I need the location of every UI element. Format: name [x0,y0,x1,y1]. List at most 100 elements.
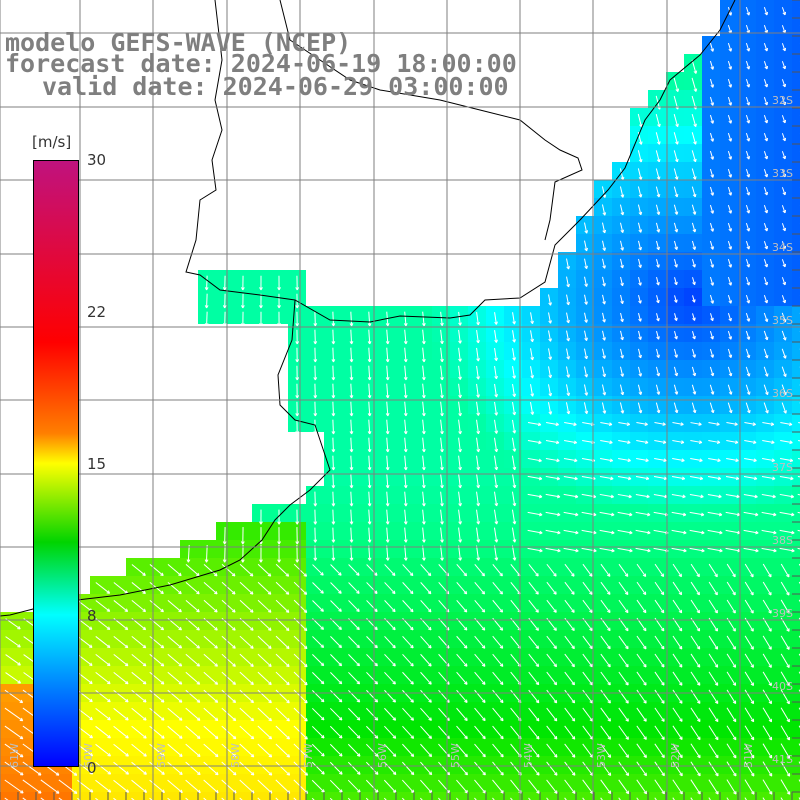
direction-arrow [149,564,164,577]
direction-arrow [240,311,245,327]
direction-arrow [564,653,575,668]
direction-arrow [512,366,517,379]
direction-arrow [403,527,408,543]
direction-arrow [420,761,433,776]
direction-arrow [403,473,408,489]
direction-arrow [781,169,787,178]
direction-arrow [530,312,534,325]
direction-arrow [546,421,559,427]
direction-arrow [349,545,354,561]
direction-arrow [781,133,787,142]
direction-arrow [511,455,517,471]
direction-arrow [781,402,787,414]
direction-arrow [331,419,336,435]
direction-arrow [149,761,165,775]
direction-arrow [476,473,481,489]
direction-arrow [671,511,687,517]
direction-arrow [564,671,575,686]
direction-arrow [744,440,757,445]
speed-cell [792,378,800,396]
direction-arrow [58,779,78,794]
direction-arrow [240,293,245,309]
direction-arrow [618,635,629,650]
direction-arrow [422,473,426,489]
direction-arrow [727,348,733,358]
direction-arrow [403,311,408,327]
direction-arrow [725,493,740,499]
direction-arrow [528,653,540,668]
speed-cell [342,792,360,800]
direction-arrow [492,635,504,649]
direction-arrow [221,743,237,758]
direction-arrow [781,61,787,70]
direction-arrow [422,347,426,363]
speed-cell [594,792,612,800]
direction-arrow [763,169,769,178]
direction-arrow [494,455,499,471]
direction-arrow [366,671,378,685]
direction-arrow [239,653,254,667]
direction-arrow [762,779,773,795]
direction-arrow [654,689,665,704]
direction-arrow [726,635,736,650]
direction-arrow [402,600,414,613]
direction-arrow [330,689,343,703]
direction-arrow [584,258,588,270]
direction-arrow [422,491,426,507]
direction-arrow [636,743,647,758]
direction-arrow [636,779,648,795]
direction-arrow [331,329,336,345]
direction-arrow [546,581,557,595]
longitude-label: 56W [376,743,389,768]
direction-arrow [422,509,426,525]
direction-arrow [440,419,444,435]
direction-arrow [546,707,558,722]
direction-arrow [420,564,432,577]
direction-arrow [222,527,227,545]
direction-arrow [564,422,577,427]
direction-arrow [295,275,300,291]
direction-arrow [331,347,336,363]
direction-arrow [221,599,236,613]
direction-arrow [493,545,499,561]
direction-arrow [420,725,432,739]
direction-arrow [600,599,611,614]
direction-arrow [527,529,543,535]
direction-arrow [655,240,660,251]
speed-cell [792,414,800,432]
speed-cell [234,792,252,800]
speed-cell [432,792,450,800]
direction-arrow [456,671,468,685]
direction-arrow [95,707,111,721]
direction-arrow [708,761,719,777]
direction-arrow [583,366,589,378]
direction-arrow [348,600,360,613]
direction-arrow [708,779,719,795]
direction-arrow [744,458,757,463]
direction-arrow [726,779,737,795]
direction-arrow [583,384,589,396]
direction-arrow [582,707,594,722]
direction-arrow [131,761,147,775]
direction-arrow [458,383,462,399]
direction-arrow [331,527,336,543]
direction-arrow [313,347,318,363]
direction-arrow [763,241,769,250]
direction-arrow [383,761,397,775]
direction-arrow [620,312,624,323]
direction-arrow [745,312,751,322]
direction-arrow [420,582,432,595]
direction-arrow [691,186,697,198]
direction-arrow [149,671,165,685]
direction-arrow [654,707,665,722]
direction-arrow [528,725,540,740]
speed-cell [792,558,800,576]
direction-arrow [582,635,593,650]
direction-arrow [780,440,793,445]
direction-arrow [584,240,589,252]
direction-arrow [476,419,481,435]
direction-arrow [349,437,354,453]
direction-arrow [743,511,759,517]
direction-arrow [599,529,615,535]
direction-arrow [656,295,660,304]
